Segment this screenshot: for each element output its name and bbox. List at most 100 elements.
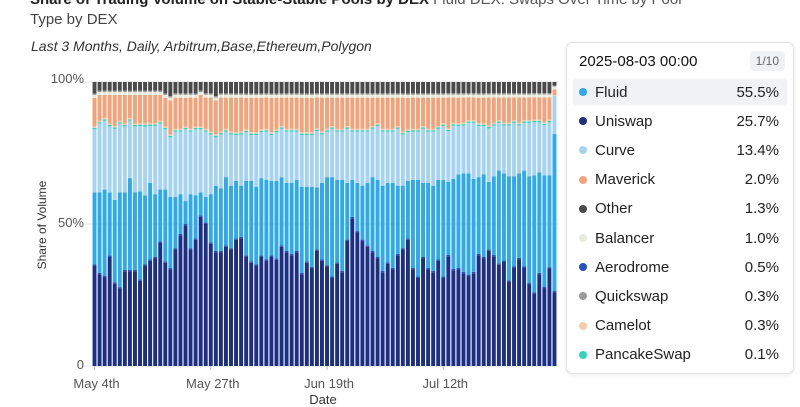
bar-segment-aerodrome-12[interactable] <box>153 257 157 258</box>
bar-segment-other-27[interactable] <box>229 82 233 93</box>
bar-segment-pancakeswap-4[interactable] <box>113 127 117 128</box>
bar-segment-camelot-34[interactable] <box>264 129 268 130</box>
bar-segment-other-35[interactable] <box>269 82 273 93</box>
bar-segment-maverick-22[interactable] <box>204 98 208 129</box>
bar-segment-maverick-35[interactable] <box>269 98 273 132</box>
bar-segment-balancer-66[interactable] <box>426 95 430 98</box>
bar-segment-aerodrome-71[interactable] <box>451 269 455 270</box>
bar-segment-pancakeswap-43[interactable] <box>310 134 314 135</box>
bar-segment-quickswap-48[interactable] <box>335 93 339 94</box>
bar-segment-pancakeswap-26[interactable] <box>224 130 228 131</box>
bar-segment-camelot-19[interactable] <box>189 129 193 130</box>
bar-segment-curve-67[interactable] <box>431 132 435 186</box>
bar-segment-other-48[interactable] <box>335 82 339 93</box>
bar-segment-maverick-86[interactable] <box>527 97 531 120</box>
bar-segment-maverick-71[interactable] <box>451 97 455 122</box>
bar-segment-other-23[interactable] <box>209 82 213 93</box>
bar-segment-quickswap-89[interactable] <box>542 93 546 94</box>
bar-segment-other-11[interactable] <box>148 82 152 91</box>
bar-segment-balancer-35[interactable] <box>269 95 273 98</box>
bar-segment-camelot-90[interactable] <box>547 120 551 121</box>
bar-segment-other-26[interactable] <box>224 82 228 93</box>
bar-segment-balancer-29[interactable] <box>239 95 243 98</box>
bar-segment-pancakeswap-8[interactable] <box>133 125 137 126</box>
bar-segment-quickswap-34[interactable] <box>264 93 268 94</box>
bar-segment-uniswap-12[interactable] <box>153 258 157 366</box>
bar-segment-uniswap-46[interactable] <box>325 267 329 366</box>
bar-segment-curve-36[interactable] <box>275 132 279 181</box>
bar-segment-quickswap-47[interactable] <box>330 93 334 94</box>
bar-segment-fluid-29[interactable] <box>239 186 243 237</box>
bar-segment-pancakeswap-15[interactable] <box>168 136 172 137</box>
bar-segment-curve-11[interactable] <box>148 126 152 183</box>
bar-segment-pancakeswap-18[interactable] <box>184 128 188 129</box>
bar-segment-quickswap-72[interactable] <box>456 93 460 94</box>
bar-segment-maverick-72[interactable] <box>456 98 460 124</box>
bar-segment-camelot-49[interactable] <box>340 129 344 130</box>
bar-segment-uniswap-67[interactable] <box>431 272 435 366</box>
bar-segment-quickswap-79[interactable] <box>492 93 496 94</box>
bar-segment-quickswap-73[interactable] <box>462 93 466 94</box>
bar-segment-pancakeswap-47[interactable] <box>330 127 334 128</box>
bar-segment-curve-28[interactable] <box>234 135 238 181</box>
bar-segment-maverick-69[interactable] <box>441 98 445 124</box>
bar-segment-curve-46[interactable] <box>325 132 329 177</box>
bar-segment-aerodrome-31[interactable] <box>249 261 253 262</box>
bar-segment-curve-16[interactable] <box>173 132 177 197</box>
bar-segment-fluid-78[interactable] <box>487 182 491 249</box>
bar-segment-uniswap-65[interactable] <box>421 258 425 366</box>
bar-segment-fluid-45[interactable] <box>320 183 324 260</box>
bar-segment-uniswap-68[interactable] <box>436 261 440 366</box>
bar-segment-pancakeswap-16[interactable] <box>173 130 177 131</box>
bar-segment-other-86[interactable] <box>527 82 531 93</box>
bar-segment-curve-79[interactable] <box>492 126 496 177</box>
bar-segment-quickswap-45[interactable] <box>320 93 324 94</box>
bar-segment-curve-75[interactable] <box>472 123 476 179</box>
bar-segment-other-90[interactable] <box>547 82 551 93</box>
bar-segment-other-44[interactable] <box>315 82 319 93</box>
bar-segment-pancakeswap-24[interactable] <box>214 136 218 137</box>
bar-segment-uniswap-36[interactable] <box>275 260 279 366</box>
tooltip-pager[interactable]: 1/10 <box>750 51 785 71</box>
bar-segment-curve-60[interactable] <box>396 129 400 186</box>
bar-segment-curve-24[interactable] <box>214 137 218 185</box>
bar-segment-camelot-51[interactable] <box>350 129 354 130</box>
bar-segment-maverick-80[interactable] <box>497 97 501 120</box>
bar-segment-fluid-65[interactable] <box>421 183 425 257</box>
bar-segment-aerodrome-44[interactable] <box>315 249 319 250</box>
bar-segment-camelot-11[interactable] <box>148 123 152 124</box>
bar-segment-fluid-87[interactable] <box>532 175 536 292</box>
bar-segment-other-4[interactable] <box>113 82 117 91</box>
bar-segment-other-36[interactable] <box>275 82 279 93</box>
bar-segment-uniswap-76[interactable] <box>477 255 481 366</box>
bar-segment-quickswap-20[interactable] <box>194 93 198 94</box>
bar-segment-curve-7[interactable] <box>128 121 132 178</box>
bar-segment-camelot-58[interactable] <box>386 129 390 130</box>
bar-segment-quickswap-29[interactable] <box>239 93 243 94</box>
bar-segment-balancer-51[interactable] <box>350 95 354 98</box>
bar-segment-uniswap-19[interactable] <box>189 250 193 366</box>
bar-segment-pancakeswap-81[interactable] <box>502 124 506 125</box>
bar-segment-other-2[interactable] <box>103 82 107 91</box>
bar-segment-fluid-16[interactable] <box>173 197 177 248</box>
bar-segment-curve-3[interactable] <box>108 126 112 192</box>
bar-segment-curve-58[interactable] <box>386 132 390 183</box>
bar-segment-camelot-42[interactable] <box>305 132 309 133</box>
bar-segment-curve-57[interactable] <box>381 132 385 186</box>
bar-segment-camelot-70[interactable] <box>446 128 450 129</box>
bar-segment-other-54[interactable] <box>365 82 369 93</box>
bar-segment-uniswap-89[interactable] <box>542 288 546 366</box>
bar-segment-fluid-79[interactable] <box>492 176 496 255</box>
bar-segment-quickswap-70[interactable] <box>446 93 450 94</box>
bar-segment-curve-39[interactable] <box>290 132 294 183</box>
bar-segment-fluid-26[interactable] <box>224 177 228 245</box>
bar-segment-aerodrome-80[interactable] <box>497 263 501 264</box>
bar-segment-camelot-80[interactable] <box>497 120 501 121</box>
bar-segment-pancakeswap-71[interactable] <box>451 124 455 125</box>
bar-segment-fluid-28[interactable] <box>234 181 238 238</box>
bar-segment-curve-1[interactable] <box>98 124 102 193</box>
bar-segment-camelot-81[interactable] <box>502 123 506 124</box>
bar-segment-camelot-22[interactable] <box>204 129 208 130</box>
bar-segment-fluid-22[interactable] <box>204 197 208 223</box>
bar-segment-balancer-48[interactable] <box>335 95 339 98</box>
